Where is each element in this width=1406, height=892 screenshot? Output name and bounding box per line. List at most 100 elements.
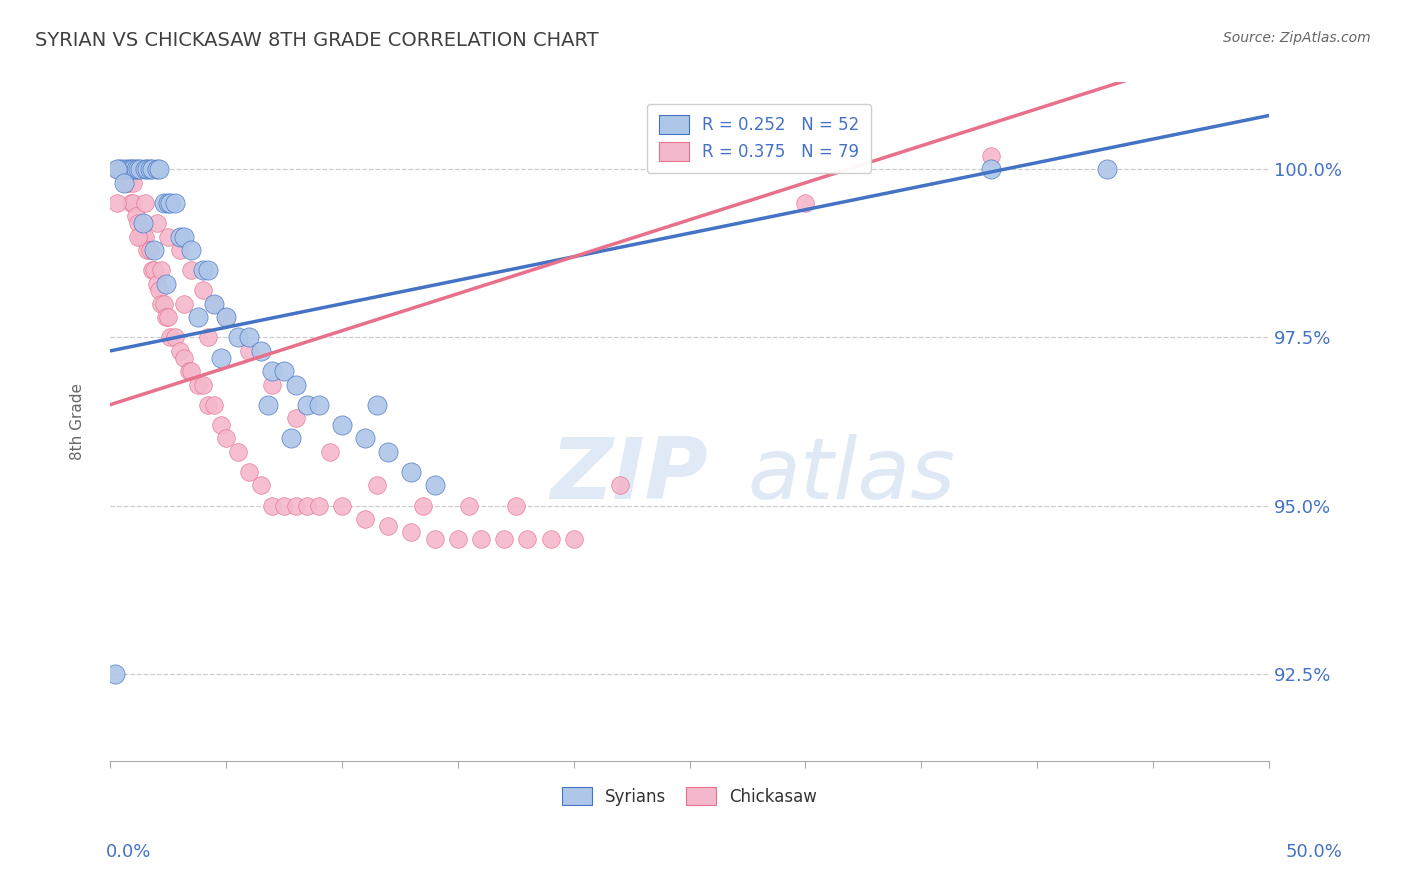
Point <box>115 176 138 190</box>
Point <box>187 377 209 392</box>
Point <box>516 532 538 546</box>
Point <box>250 343 273 358</box>
Legend: Syrians, Chickasaw: Syrians, Chickasaw <box>554 779 825 814</box>
Point <box>111 162 134 177</box>
Point <box>540 532 562 546</box>
Point <box>134 196 156 211</box>
Point <box>138 243 160 257</box>
Point <box>111 162 134 177</box>
Point <box>366 478 388 492</box>
Point <box>262 499 284 513</box>
Point <box>112 162 135 177</box>
Point <box>105 162 128 177</box>
Text: Source: ZipAtlas.com: Source: ZipAtlas.com <box>1223 31 1371 45</box>
Point <box>354 431 377 445</box>
Point <box>141 162 163 177</box>
Point <box>191 263 214 277</box>
Point <box>204 297 226 311</box>
Point <box>148 284 170 298</box>
Point <box>152 297 174 311</box>
Point <box>330 499 353 513</box>
Point <box>105 196 128 211</box>
Point <box>131 229 153 244</box>
Point <box>377 518 399 533</box>
Point <box>131 216 153 230</box>
Point <box>250 478 273 492</box>
Point <box>226 330 249 344</box>
Text: 0.0%: 0.0% <box>105 843 150 861</box>
Point <box>159 330 181 344</box>
Point <box>238 465 260 479</box>
Point <box>159 196 181 211</box>
Point <box>562 532 585 546</box>
Point <box>197 263 219 277</box>
Point <box>122 162 145 177</box>
Point <box>105 162 128 177</box>
Point <box>127 229 149 244</box>
Point <box>155 277 177 291</box>
Text: 50.0%: 50.0% <box>1286 843 1343 861</box>
Point <box>134 162 156 177</box>
Point <box>238 343 260 358</box>
Point <box>177 364 200 378</box>
Point <box>108 162 131 177</box>
Point <box>118 176 141 190</box>
Point <box>458 499 481 513</box>
Point <box>169 243 191 257</box>
Text: atlas: atlas <box>748 434 956 517</box>
Point <box>197 398 219 412</box>
Point <box>197 330 219 344</box>
Point <box>273 499 295 513</box>
Point <box>295 398 318 412</box>
Point <box>108 162 131 177</box>
Point <box>125 210 148 224</box>
Point <box>165 196 187 211</box>
Point <box>152 196 174 211</box>
Point <box>366 398 388 412</box>
Point <box>134 229 156 244</box>
Point <box>980 162 1002 177</box>
Point <box>169 229 191 244</box>
Point <box>157 196 180 211</box>
Point <box>295 499 318 513</box>
Point <box>136 243 159 257</box>
Point <box>470 532 492 546</box>
Point <box>412 499 434 513</box>
Point <box>180 263 202 277</box>
Point <box>377 444 399 458</box>
Point <box>138 162 160 177</box>
Point <box>173 297 195 311</box>
Point <box>284 499 307 513</box>
Point <box>155 310 177 325</box>
Point <box>136 162 159 177</box>
Point <box>609 478 631 492</box>
Point <box>165 330 187 344</box>
Point <box>104 666 127 681</box>
Point <box>204 297 226 311</box>
Point <box>180 364 202 378</box>
Point <box>173 229 195 244</box>
Point <box>505 499 527 513</box>
Point <box>238 330 260 344</box>
Point <box>215 431 238 445</box>
Point <box>308 398 330 412</box>
Point <box>262 377 284 392</box>
Point <box>401 525 423 540</box>
Point <box>284 377 307 392</box>
Point <box>319 444 342 458</box>
Point <box>112 176 135 190</box>
Point <box>157 229 180 244</box>
Point <box>129 229 152 244</box>
Point <box>211 417 233 432</box>
Point <box>423 478 446 492</box>
Point <box>120 162 142 177</box>
Point <box>226 444 249 458</box>
Point <box>148 162 170 177</box>
Point <box>256 398 278 412</box>
Point <box>204 398 226 412</box>
Point <box>157 310 180 325</box>
Point <box>354 512 377 526</box>
Point <box>273 364 295 378</box>
Point <box>118 162 141 177</box>
Point <box>145 216 167 230</box>
